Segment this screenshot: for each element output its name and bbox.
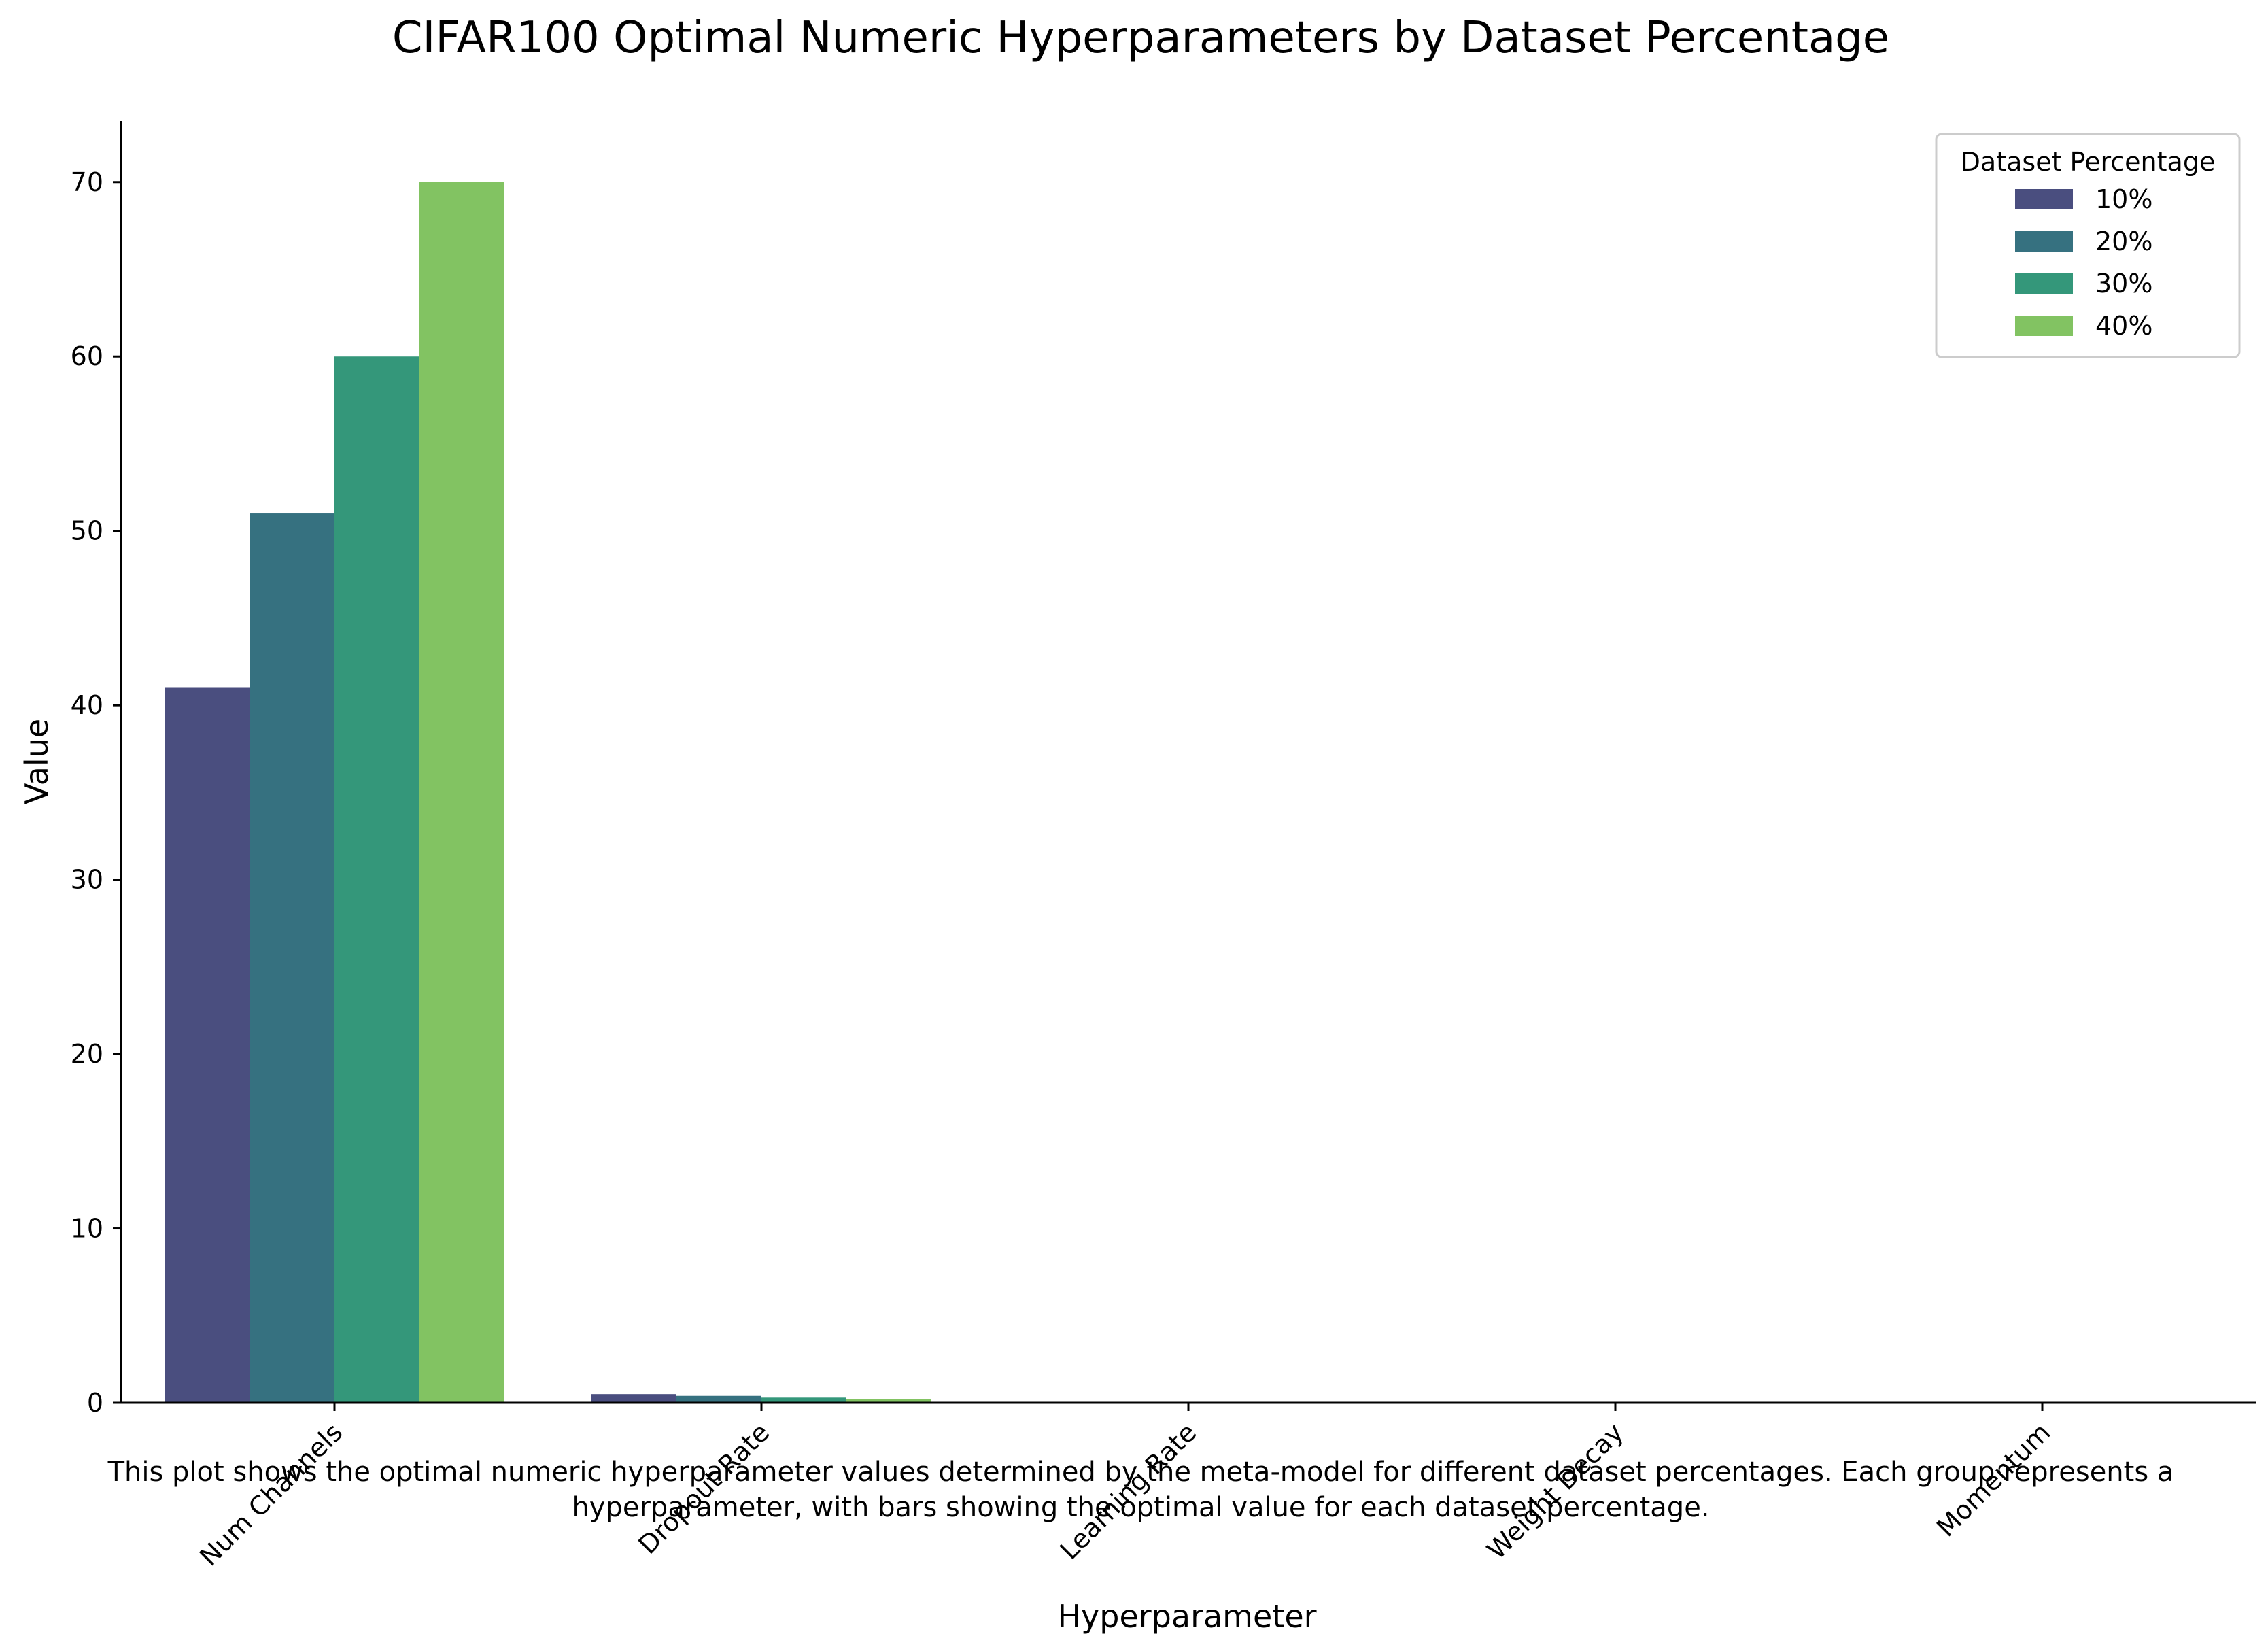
- y-tick-label: 30: [71, 865, 103, 895]
- caption: This plot shows the optimal numeric hype…: [107, 1457, 2174, 1523]
- bar-dropout-rate-30pct: [761, 1397, 846, 1403]
- legend-swatch: [2015, 273, 2073, 294]
- bars-layer: [165, 182, 1785, 1403]
- y-tick-label: 70: [71, 167, 103, 197]
- legend-label: 20%: [2095, 226, 2152, 256]
- x-axis-label: Hyperparameter: [1057, 1598, 1316, 1635]
- legend-frame: [1935, 133, 2241, 358]
- legend-label: 40%: [2095, 311, 2152, 341]
- y-ticks: 0 10 20 30 40 50 60 70: [71, 167, 121, 1418]
- legend-swatch: [2015, 316, 2073, 336]
- x-tick-label: Dropout Rate: [632, 1417, 775, 1560]
- bar-dropout-rate-40pct: [846, 1399, 931, 1403]
- bar-dropout-rate-20pct: [676, 1395, 761, 1403]
- bar-dropout-rate-10pct: [591, 1394, 676, 1403]
- y-tick-label: 50: [71, 516, 103, 546]
- legend-title: Dataset Percentage: [1961, 147, 2216, 177]
- legend: Dataset Percentage 10% 20% 30% 40%: [1935, 133, 2241, 358]
- bar-num-channels-30pct: [334, 356, 419, 1403]
- x-tick-label: Num Channels: [194, 1417, 348, 1571]
- legend-label: 10%: [2095, 184, 2152, 214]
- y-tick-label: 60: [71, 341, 103, 371]
- legend-swatch: [2015, 231, 2073, 252]
- chart-title: CIFAR100 Optimal Numeric Hyperparameters…: [392, 13, 1889, 63]
- legend-swatch: [2015, 189, 2073, 209]
- y-axis-label: Value: [18, 719, 55, 804]
- y-tick-label: 10: [71, 1214, 103, 1244]
- y-tick-label: 20: [71, 1039, 103, 1069]
- bar-num-channels-40pct: [419, 182, 504, 1403]
- y-tick-label: 40: [71, 690, 103, 720]
- legend-label: 30%: [2095, 269, 2152, 299]
- bar-num-channels-10pct: [165, 687, 250, 1403]
- legend-items: 10% 20% 30% 40%: [2015, 184, 2152, 341]
- bar-num-channels-20pct: [250, 513, 334, 1403]
- y-tick-label: 0: [87, 1388, 103, 1418]
